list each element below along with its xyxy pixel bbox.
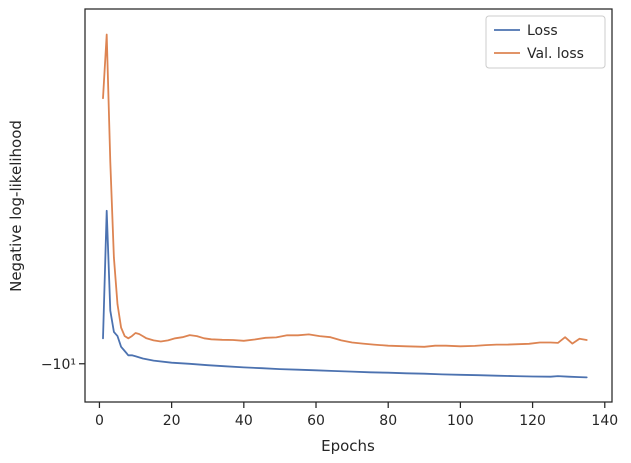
y-axis: −10¹ [41, 357, 85, 373]
x-tick-label: 80 [379, 413, 397, 429]
y-axis-label: Negative log-likelihood [7, 120, 25, 292]
series-layer [102, 33, 588, 379]
legend-label-loss: Loss [527, 23, 558, 39]
x-tick-label: 120 [519, 413, 546, 429]
x-tick-label: 100 [447, 413, 474, 429]
plot-area [84, 8, 613, 403]
x-axis-label: Epochs [321, 437, 375, 455]
legend-box [485, 15, 606, 69]
y-tick-label: −10¹ [41, 357, 76, 373]
legend-label-val-loss: Val. loss [527, 46, 584, 62]
x-tick-label: 0 [95, 413, 104, 429]
val-loss-series-line [102, 33, 588, 348]
loss-series-line [102, 209, 588, 379]
x-tick-label: 40 [235, 413, 253, 429]
legend: Loss Val. loss [485, 15, 606, 69]
x-tick-label: 20 [163, 413, 181, 429]
x-axis: 0 20 40 60 80 100 120 140 [95, 402, 618, 429]
x-tick-label: 140 [591, 413, 618, 429]
x-tick-label: 60 [307, 413, 325, 429]
